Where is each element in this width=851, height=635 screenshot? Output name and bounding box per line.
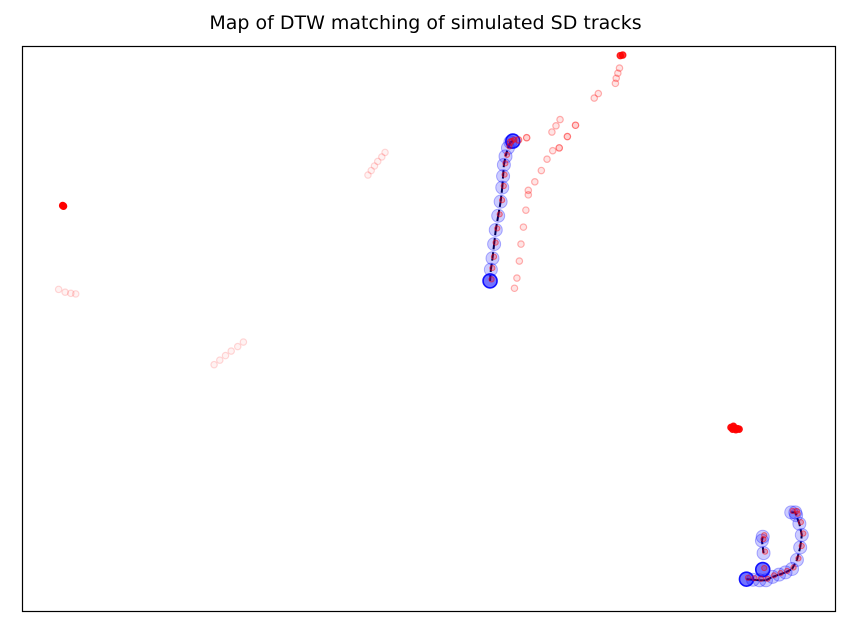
match-path-segment: [785, 568, 793, 574]
sd-point: [503, 151, 511, 158]
sd-point: [618, 51, 627, 59]
sd-point: [524, 186, 533, 195]
sd-point: [233, 342, 242, 351]
sd-point: [59, 202, 68, 210]
sd-point: [783, 567, 791, 574]
match-path-segment: [489, 258, 494, 270]
sd-point: [54, 285, 63, 294]
sd-point: [744, 574, 752, 581]
sd-point: [757, 575, 765, 582]
match-path-segment: [765, 576, 773, 582]
sd-point: [795, 555, 802, 562]
sd-point: [770, 572, 778, 579]
sd-point: [548, 146, 557, 155]
sd-point: [489, 264, 496, 272]
sd-point: [492, 239, 499, 246]
sd-point: [216, 356, 224, 364]
sd-point: [790, 564, 797, 571]
sd-point: [556, 115, 564, 124]
sd-point: [522, 206, 530, 214]
sd-point: [611, 79, 620, 88]
sd-point: [370, 162, 379, 170]
plot-background: [22, 46, 836, 612]
match-path-segment: [772, 573, 780, 578]
sd-point: [513, 274, 521, 282]
sd-point: [500, 182, 507, 190]
sd-point: [729, 422, 738, 431]
sd-point: [524, 191, 533, 199]
match-path-segment: [501, 176, 505, 188]
sd-point: [615, 64, 624, 72]
sd-point: [517, 240, 525, 248]
match-path-segment: [497, 201, 502, 216]
sd-point: [761, 564, 768, 572]
sd-point: [239, 338, 248, 346]
match-path-segment: [791, 559, 798, 570]
sd-point: [519, 223, 528, 231]
sd-point: [488, 276, 495, 283]
sd-point: [764, 575, 771, 582]
sd-point: [501, 171, 508, 178]
sd-point: [594, 89, 603, 98]
sd-point: [381, 148, 389, 157]
sd-point: [377, 153, 386, 161]
sd-point: [490, 253, 498, 260]
sd-point: [548, 128, 556, 136]
sd-point: [555, 144, 564, 152]
sd-point: [515, 257, 524, 265]
sd-point: [61, 288, 69, 297]
sd-point: [227, 347, 235, 355]
match-path-segment: [760, 540, 765, 554]
sd-point: [751, 575, 758, 582]
sd-point: [552, 122, 560, 130]
sd-point: [511, 136, 518, 143]
sd-point: [531, 178, 539, 186]
sd-points-layer: [54, 51, 807, 582]
sd-point: [71, 290, 80, 298]
match-path-segment: [799, 534, 803, 548]
sd-point: [761, 548, 769, 555]
match-path-segment: [494, 215, 500, 231]
sd-point: [537, 166, 546, 175]
sd-point: [522, 133, 531, 142]
sd-point: [506, 143, 513, 150]
match-path-segment: [499, 187, 504, 202]
sd-point: [614, 69, 622, 77]
match-path-segment: [493, 229, 497, 245]
sd-point: [494, 225, 501, 232]
sd-point: [798, 542, 805, 550]
sd-point: [777, 570, 784, 577]
chart-title: Map of DTW matching of simulated SD trac…: [209, 12, 642, 34]
sd-point: [496, 211, 503, 218]
sd-point: [797, 519, 804, 526]
match-path-segment: [798, 523, 803, 536]
sd-point: [67, 289, 75, 298]
sd-point: [563, 132, 572, 141]
sd-point: [502, 160, 509, 167]
sd-point: [543, 155, 551, 164]
sd-point: [612, 74, 621, 83]
sd-point: [221, 351, 230, 360]
sd-point: [367, 166, 376, 175]
sd-point: [761, 532, 768, 539]
match-path-segment: [795, 547, 802, 561]
match-path-segment: [778, 571, 786, 576]
match-path-segment: [491, 243, 496, 259]
sd-point: [210, 360, 218, 369]
sd-point: [789, 507, 796, 514]
sd-point: [364, 171, 372, 179]
plot-frame: [21, 45, 837, 613]
sd-point: [800, 530, 807, 537]
match-path-segment: [502, 164, 505, 177]
sd-point: [590, 94, 599, 102]
sd-point: [373, 157, 382, 166]
sd-point: [499, 197, 506, 204]
sd-point: [510, 284, 519, 293]
sd-point: [571, 121, 580, 130]
match-path-segment: [795, 514, 801, 525]
